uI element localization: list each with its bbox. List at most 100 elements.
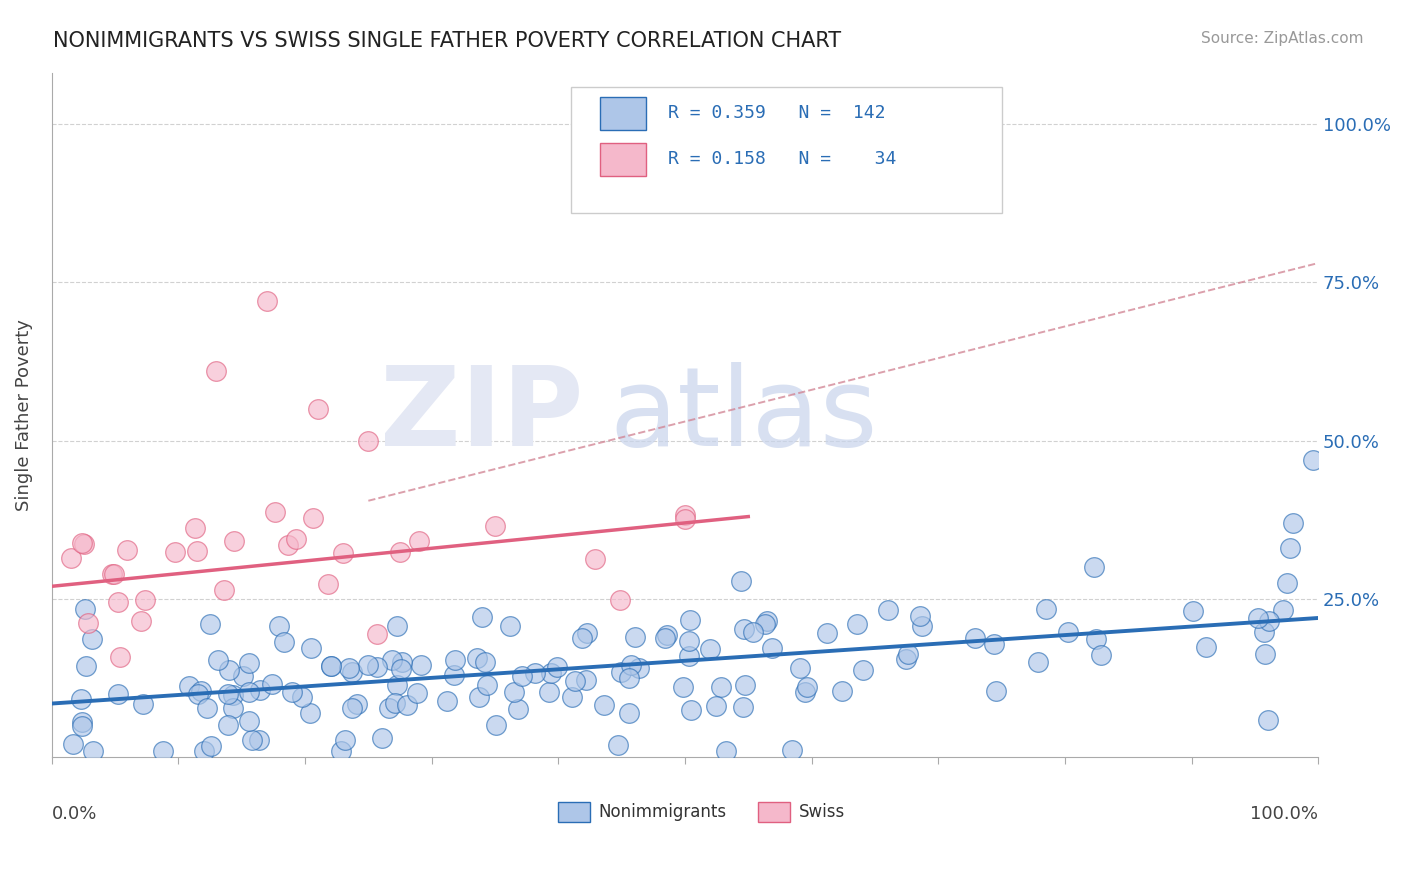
Point bbox=[845, 616, 868, 631]
Point bbox=[217, 717, 239, 731]
Point bbox=[731, 699, 754, 714]
Point bbox=[247, 732, 270, 747]
Point bbox=[1275, 576, 1298, 591]
FancyBboxPatch shape bbox=[571, 87, 1001, 213]
Point bbox=[72, 719, 94, 733]
Point bbox=[1271, 602, 1294, 616]
Point bbox=[332, 546, 354, 560]
Text: Nonimmigrants: Nonimmigrants bbox=[599, 803, 727, 822]
Point bbox=[877, 602, 900, 616]
Point bbox=[217, 687, 239, 701]
Point bbox=[80, 632, 103, 646]
FancyBboxPatch shape bbox=[558, 802, 591, 822]
Point bbox=[366, 627, 388, 641]
Point bbox=[592, 698, 614, 713]
Point bbox=[575, 673, 598, 688]
Point bbox=[1083, 559, 1105, 574]
Point bbox=[561, 690, 583, 705]
Point bbox=[730, 574, 752, 588]
Point bbox=[187, 687, 209, 701]
Point bbox=[1035, 602, 1057, 616]
Text: NONIMMIGRANTS VS SWISS SINGLE FATHER POVERTY CORRELATION CHART: NONIMMIGRANTS VS SWISS SINGLE FATHER POV… bbox=[53, 31, 842, 51]
Point bbox=[576, 625, 599, 640]
Point bbox=[679, 613, 702, 627]
Point bbox=[628, 661, 651, 675]
Point bbox=[103, 567, 125, 582]
Point bbox=[499, 619, 522, 633]
Point bbox=[195, 700, 218, 714]
Point bbox=[388, 545, 411, 559]
Point bbox=[965, 631, 987, 645]
Point bbox=[108, 649, 131, 664]
Text: R = 0.158   N =    34: R = 0.158 N = 34 bbox=[668, 150, 897, 169]
Point bbox=[1254, 648, 1277, 662]
Point bbox=[571, 631, 593, 645]
Point bbox=[484, 717, 506, 731]
Point bbox=[474, 655, 496, 669]
Point bbox=[222, 534, 245, 549]
Point bbox=[200, 739, 222, 753]
Point bbox=[232, 669, 254, 683]
Point bbox=[1026, 655, 1049, 669]
FancyBboxPatch shape bbox=[758, 802, 790, 822]
Point bbox=[477, 678, 499, 692]
Point bbox=[1057, 624, 1080, 639]
Point bbox=[714, 744, 737, 758]
Point bbox=[673, 511, 696, 525]
Point bbox=[620, 657, 643, 672]
Point bbox=[72, 536, 94, 550]
Y-axis label: Single Father Poverty: Single Father Poverty bbox=[15, 319, 32, 511]
Point bbox=[468, 690, 491, 705]
Point bbox=[546, 660, 568, 674]
Point bbox=[62, 737, 84, 751]
Point bbox=[409, 657, 432, 672]
Point bbox=[205, 364, 228, 378]
Point bbox=[129, 614, 152, 628]
Point bbox=[831, 684, 853, 698]
Point bbox=[238, 685, 260, 699]
Point bbox=[366, 660, 388, 674]
Point bbox=[986, 683, 1008, 698]
Point bbox=[678, 649, 700, 664]
Point bbox=[408, 534, 430, 549]
Point bbox=[540, 665, 562, 680]
Point bbox=[152, 744, 174, 758]
Point bbox=[291, 690, 314, 704]
Text: ZIP: ZIP bbox=[380, 361, 583, 468]
Text: 100.0%: 100.0% bbox=[1250, 805, 1319, 823]
Point bbox=[761, 641, 783, 656]
Point bbox=[756, 615, 779, 629]
Point bbox=[316, 577, 339, 591]
Point bbox=[378, 701, 401, 715]
Point bbox=[186, 544, 208, 558]
Point bbox=[678, 633, 700, 648]
Point bbox=[681, 703, 703, 717]
Point bbox=[72, 536, 94, 550]
Point bbox=[277, 538, 299, 552]
FancyBboxPatch shape bbox=[600, 143, 645, 176]
Point bbox=[70, 714, 93, 729]
Point bbox=[391, 655, 413, 669]
Point bbox=[609, 592, 631, 607]
Point bbox=[238, 714, 260, 728]
Point bbox=[655, 628, 678, 642]
Point bbox=[619, 671, 641, 685]
Point bbox=[405, 686, 427, 700]
Point bbox=[183, 521, 205, 535]
Point bbox=[273, 635, 295, 649]
Point bbox=[299, 706, 322, 721]
Point bbox=[260, 677, 283, 691]
Point bbox=[815, 625, 838, 640]
Point bbox=[357, 434, 380, 448]
Point bbox=[1282, 516, 1305, 530]
Point bbox=[1278, 541, 1301, 556]
Point bbox=[212, 583, 235, 598]
Point bbox=[699, 641, 721, 656]
Point bbox=[782, 743, 804, 757]
Point bbox=[302, 511, 325, 525]
Point bbox=[506, 702, 529, 716]
Point bbox=[218, 663, 240, 677]
Point bbox=[330, 744, 353, 758]
Point bbox=[465, 650, 488, 665]
Point bbox=[484, 519, 506, 533]
